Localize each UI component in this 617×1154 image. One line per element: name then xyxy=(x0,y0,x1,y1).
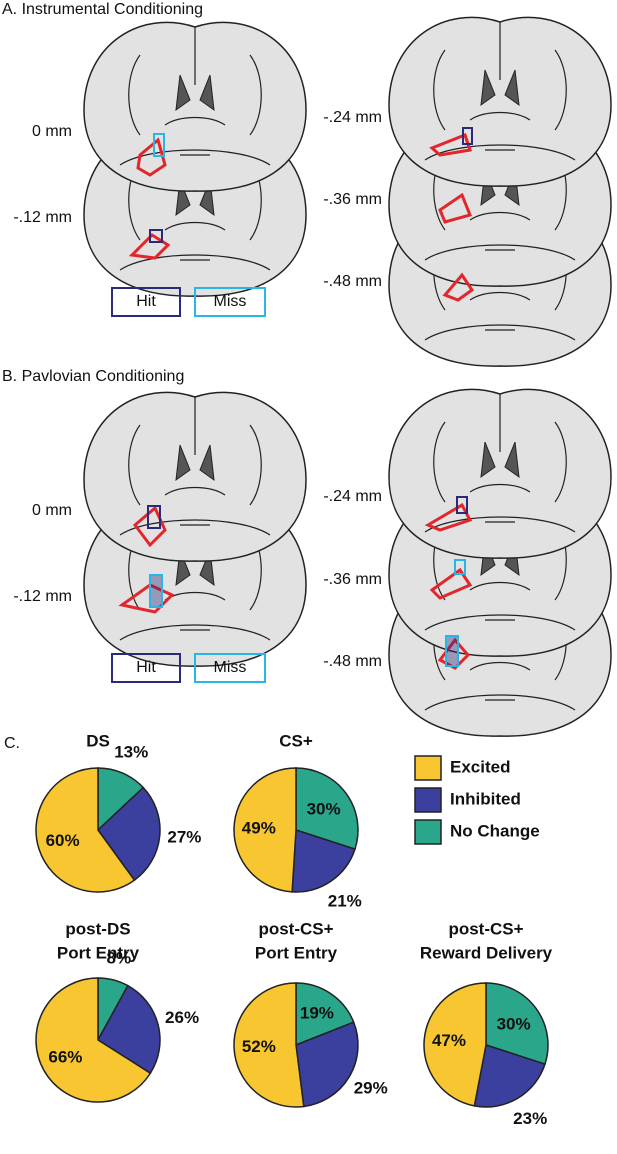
pie-slice xyxy=(97,984,161,1075)
legend-swatch xyxy=(414,787,442,813)
depth-label: -.24 mm xyxy=(323,488,382,505)
chart-title: CS+ xyxy=(279,731,313,750)
chart-title: Port Entry xyxy=(255,943,338,962)
panel-title: B. Pavlovian Conditioning xyxy=(2,368,184,385)
value-label: 30% xyxy=(307,799,341,818)
panel-a: A. Instrumental Conditioning 0 mm -.12 m… xyxy=(2,1,612,367)
panel-b: B. Pavlovian Conditioning 0 mm -.12 mm -… xyxy=(2,368,612,737)
legend-label: No Change xyxy=(450,821,540,840)
pie-slice xyxy=(295,1021,359,1108)
key-box xyxy=(111,287,181,317)
legend-label: Inhibited xyxy=(450,789,521,808)
placement xyxy=(445,635,459,667)
value-label: 29% xyxy=(354,1079,388,1098)
value-label: 13% xyxy=(114,743,148,762)
key-label: Miss xyxy=(214,293,247,310)
depth-label: -.48 mm xyxy=(323,273,382,290)
key-label: Hit xyxy=(136,659,156,676)
depth-label: -.48 mm xyxy=(323,653,382,670)
placement xyxy=(147,505,161,529)
placement xyxy=(456,496,468,514)
value-label: 47% xyxy=(432,1031,466,1050)
target-outline xyxy=(128,133,475,302)
value-label: 30% xyxy=(497,1014,531,1033)
pie-slice xyxy=(97,786,161,882)
placement xyxy=(462,127,473,145)
panel-title: A. Instrumental Conditioning xyxy=(2,1,203,18)
value-label: 23% xyxy=(513,1109,547,1128)
value-label: 60% xyxy=(46,831,80,850)
pie-slice xyxy=(233,767,297,893)
pie-slice xyxy=(291,828,356,893)
key-box xyxy=(194,287,266,317)
brain-section xyxy=(388,16,612,187)
depth-label: -.12 mm xyxy=(13,588,72,605)
value-label: 26% xyxy=(165,1008,199,1027)
legend-swatch xyxy=(414,755,442,781)
pie-slice xyxy=(423,982,487,1107)
placement xyxy=(149,229,163,243)
depth-label: 0 mm xyxy=(32,502,72,519)
depth-label: -.12 mm xyxy=(13,209,72,226)
pie-slice xyxy=(295,982,355,1047)
brain-section xyxy=(388,388,612,559)
panel-title: C. xyxy=(4,735,20,752)
pie-slice xyxy=(233,982,305,1108)
value-label: 19% xyxy=(300,1004,334,1023)
depth-label: -.24 mm xyxy=(323,109,382,126)
brain-section xyxy=(83,391,307,562)
value-label: 49% xyxy=(242,818,276,837)
legend-swatch xyxy=(414,819,442,845)
chart-title: post-CS+ xyxy=(448,919,523,938)
pie-slice xyxy=(295,767,359,851)
placement xyxy=(454,559,466,575)
placement xyxy=(149,574,163,608)
key-label: Miss xyxy=(214,659,247,676)
value-label: 8% xyxy=(107,948,132,967)
pie-slice xyxy=(473,1044,546,1108)
value-label: 21% xyxy=(328,891,362,910)
chart-title: post-DS xyxy=(65,919,130,938)
value-label: 27% xyxy=(167,828,201,847)
depth-label: 0 mm xyxy=(32,123,72,140)
key-label: Hit xyxy=(136,293,156,310)
value-label: 66% xyxy=(48,1047,82,1066)
chart-title: post-CS+ xyxy=(258,919,333,938)
pie-slice xyxy=(35,767,136,893)
chart-title: Port Entry xyxy=(57,943,140,962)
depth-label: -.36 mm xyxy=(323,191,382,208)
depth-label: -.36 mm xyxy=(323,571,382,588)
target-outline xyxy=(118,502,473,670)
pie-slice xyxy=(485,982,549,1066)
placement xyxy=(153,133,165,157)
pie-slice xyxy=(35,977,152,1103)
key-box xyxy=(194,653,266,683)
key-box xyxy=(111,653,181,683)
brain-section xyxy=(83,21,307,192)
legend-label: Excited xyxy=(450,757,510,776)
value-label: 52% xyxy=(242,1037,276,1056)
chart-title: DS xyxy=(86,731,110,750)
chart-title: Reward Delivery xyxy=(420,943,553,962)
